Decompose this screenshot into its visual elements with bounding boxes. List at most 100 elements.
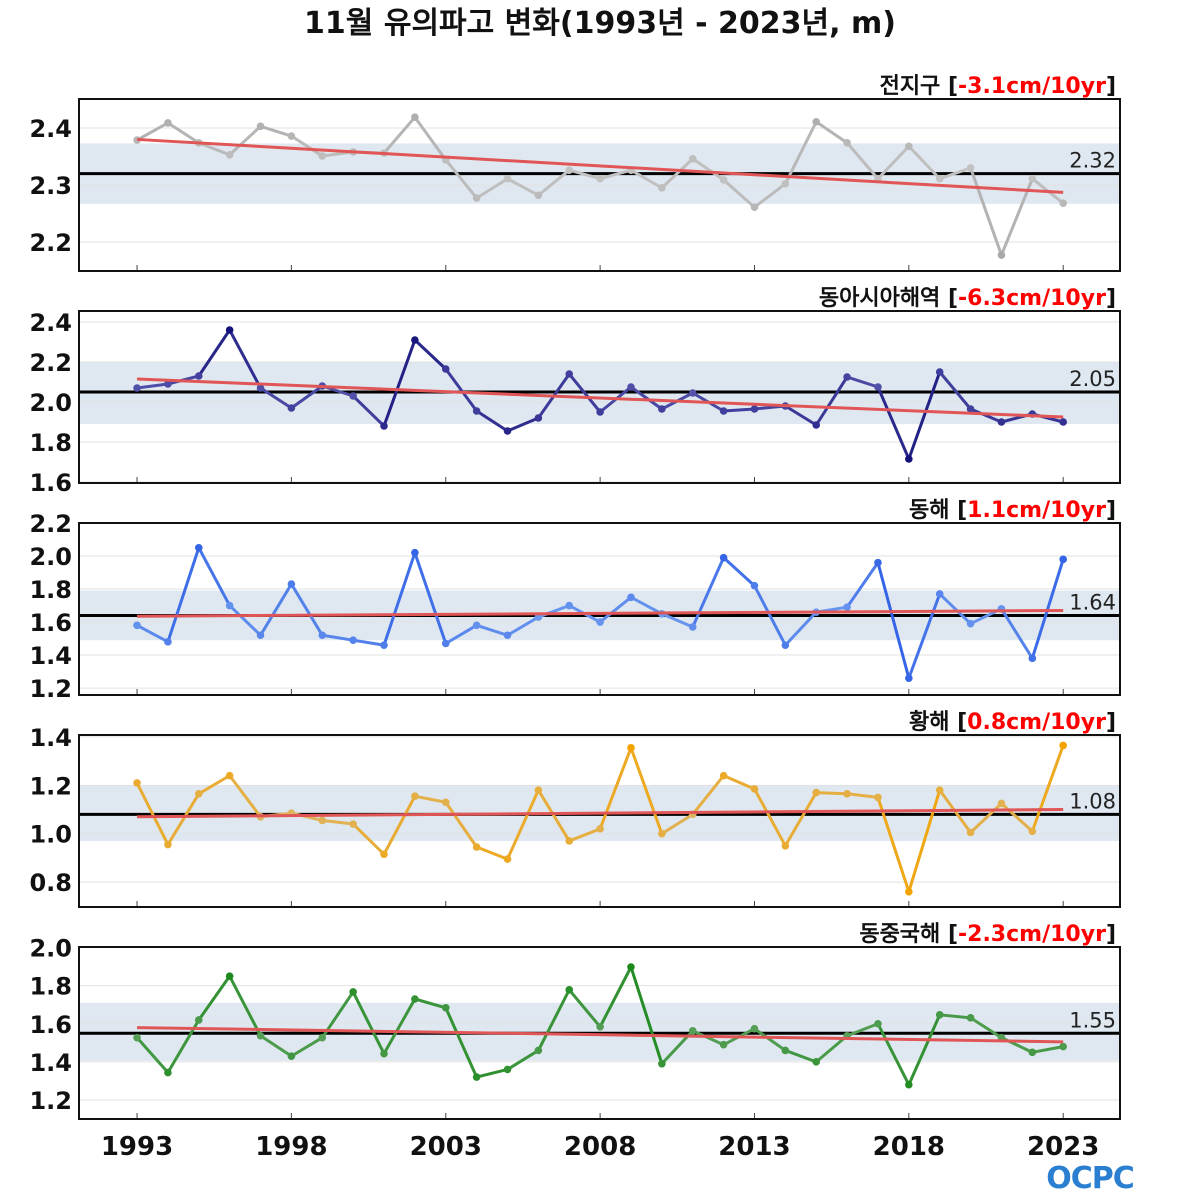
data-point xyxy=(781,641,790,649)
data-point xyxy=(472,621,481,630)
data-point xyxy=(750,785,759,793)
data-point xyxy=(164,119,172,127)
data-point xyxy=(935,1011,944,1019)
series-segment xyxy=(444,1006,479,1079)
series-segment xyxy=(135,623,170,644)
series-segment xyxy=(845,141,880,181)
y-tick-label: 1.4 xyxy=(29,1049,72,1077)
data-point xyxy=(349,988,357,996)
series-segment xyxy=(876,795,911,894)
data-point xyxy=(256,384,265,392)
data-point xyxy=(719,176,728,184)
x-tick-label: 1993 xyxy=(101,1132,173,1162)
series-segment xyxy=(722,774,756,791)
series-segment xyxy=(752,584,787,647)
data-point xyxy=(194,372,203,380)
data-point xyxy=(966,405,975,413)
data-point xyxy=(1028,1048,1037,1057)
series-segment xyxy=(228,124,263,157)
data-point xyxy=(164,840,172,849)
data-point xyxy=(688,389,697,397)
data-point xyxy=(225,326,234,334)
series-segment xyxy=(999,607,1034,660)
mean-value-label: 1.08 xyxy=(1069,789,1116,813)
data-point xyxy=(1028,174,1037,183)
plot-frame xyxy=(78,734,1121,908)
data-point xyxy=(905,887,913,896)
y-tick-label: 2.2 xyxy=(29,510,72,538)
ocpc-logo: OCPC xyxy=(1046,1161,1134,1196)
data-point xyxy=(287,580,296,588)
data-point xyxy=(472,1073,481,1081)
series-segment xyxy=(1030,557,1065,660)
plot-frame xyxy=(78,522,1121,696)
series-segment xyxy=(382,338,417,428)
series-segment xyxy=(814,120,849,145)
series-segment xyxy=(351,394,386,428)
series-segment xyxy=(629,965,664,1066)
data-point xyxy=(935,786,944,794)
data-point xyxy=(503,855,512,863)
chart-title: 11월 유의파고 변화(1993년 - 2023년, m) xyxy=(304,6,896,41)
y-tick-label: 1.2 xyxy=(29,675,72,703)
data-point xyxy=(596,825,604,833)
series-segment xyxy=(691,774,726,816)
data-point xyxy=(534,786,543,794)
data-point xyxy=(503,174,512,183)
data-point xyxy=(565,837,574,845)
series-segment xyxy=(598,746,633,831)
data-point xyxy=(719,407,728,415)
series-segment xyxy=(135,1036,170,1075)
series-segment xyxy=(907,370,942,461)
data-point xyxy=(627,963,635,971)
data-point xyxy=(750,581,759,590)
series-segment xyxy=(691,157,726,182)
data-point xyxy=(441,798,450,807)
panel-4: 1.2 1.4 1.6 1.8 2.0 1.55 동중국해 [-2.3cm/10yr] xyxy=(29,922,1121,1120)
panel-3: 0.8 1.0 1.2 1.4 1.08 황해 [0.8cm/10yr] xyxy=(29,710,1121,908)
data-point xyxy=(256,122,265,131)
y-tick-label: 2.4 xyxy=(29,115,72,143)
series-segment xyxy=(1030,743,1065,833)
series-segment xyxy=(166,792,201,847)
series-segment xyxy=(135,121,170,142)
series-segment xyxy=(938,592,973,626)
trend-rate: 0.8cm/10yr xyxy=(967,710,1106,735)
series-segment xyxy=(969,166,1003,257)
y-tick-label: 1.8 xyxy=(29,429,72,457)
series-segment xyxy=(876,144,911,181)
series-segment xyxy=(752,182,787,209)
series-segment xyxy=(506,615,540,637)
data-point xyxy=(781,1046,790,1055)
panel-title: 동중국해 [-2.3cm/10yr] xyxy=(859,922,1116,947)
data-point xyxy=(688,155,697,163)
data-point xyxy=(411,995,419,1003)
series-segment xyxy=(506,1048,540,1071)
data-point xyxy=(596,174,604,183)
y-tick-label: 2.2 xyxy=(29,349,72,377)
series-segment xyxy=(845,561,880,609)
series-segment xyxy=(259,1034,293,1058)
series-segment xyxy=(259,386,293,410)
series-segment xyxy=(166,546,201,644)
panel-title: 황해 [0.8cm/10yr] xyxy=(909,710,1116,735)
series-segment xyxy=(598,595,633,624)
series-segment xyxy=(444,800,479,849)
trend-rate: -2.3cm/10yr xyxy=(958,922,1106,947)
x-tick-label: 2003 xyxy=(410,1132,482,1162)
y-tick-label: 2.0 xyxy=(29,935,72,963)
data-point xyxy=(781,180,790,188)
data-point xyxy=(194,789,203,798)
series-segment xyxy=(907,788,942,894)
series-segment xyxy=(876,1022,911,1087)
series-segment xyxy=(660,157,695,190)
series-segment xyxy=(228,974,263,1038)
series-segment xyxy=(660,612,695,629)
x-tick-label: 2013 xyxy=(718,1132,790,1162)
trend-line xyxy=(137,1026,1064,1044)
series-segment xyxy=(969,801,1003,834)
data-point xyxy=(534,1046,543,1055)
series-segment xyxy=(475,177,510,200)
series-segment xyxy=(567,988,602,1029)
data-point xyxy=(1028,827,1037,836)
